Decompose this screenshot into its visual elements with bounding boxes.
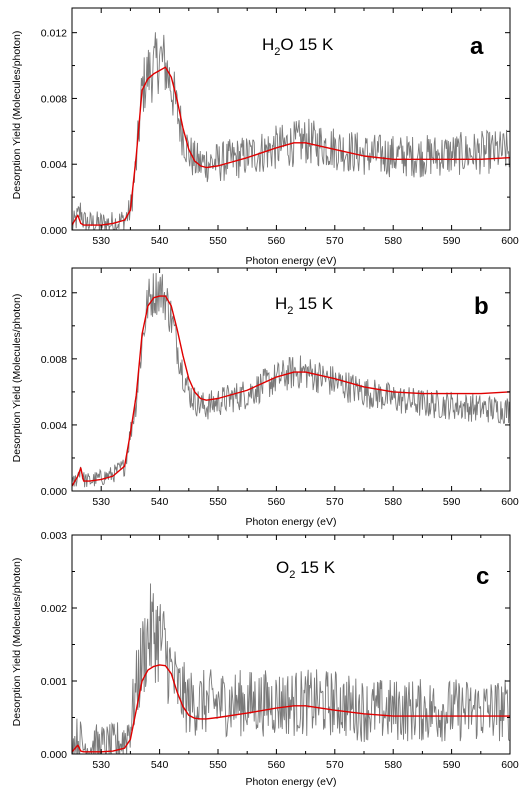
y-tick-label: 0.004 — [41, 420, 67, 432]
data-series-noisy — [72, 583, 510, 754]
annotation-subscript: 2 — [289, 569, 295, 581]
x-tick-label: 590 — [443, 759, 461, 771]
y-tick-label: 0.012 — [41, 288, 67, 300]
fit-curve — [72, 664, 510, 753]
x-tick-label: 540 — [151, 496, 169, 508]
x-tick-label: 530 — [92, 759, 110, 771]
plot-area — [72, 32, 510, 230]
x-tick-label: 530 — [92, 496, 110, 508]
plot-frame — [71, 267, 511, 492]
annotation-rest: 15 K — [293, 294, 333, 313]
x-tick-label: 550 — [209, 759, 227, 771]
y-tick-label: 0.008 — [41, 354, 67, 366]
y-axis-label: Desorption Yield (Molecules/photon) — [11, 294, 23, 463]
x-tick-label: 580 — [384, 759, 402, 771]
x-axis-label: Photon energy (eV) — [245, 776, 336, 788]
x-tick-label: 570 — [326, 235, 344, 247]
y-tick-label: 0.000 — [41, 749, 67, 761]
panel-letter: c — [476, 563, 489, 590]
annotation-species: H — [275, 294, 287, 313]
x-tick-label: 600 — [501, 759, 519, 771]
x-tick-label: 580 — [384, 496, 402, 508]
y-tick-label: 0.012 — [41, 28, 67, 40]
panel-letter: a — [470, 33, 484, 60]
y-tick-label: 0.008 — [41, 93, 67, 105]
data-series-noisy — [72, 32, 510, 230]
x-axis-label: Photon energy (eV) — [245, 255, 336, 267]
fit-curve — [72, 66, 510, 226]
x-tick-label: 540 — [151, 759, 169, 771]
y-tick-label: 0.002 — [41, 603, 67, 615]
annotation-species: O — [276, 558, 289, 577]
y-axis-label: Desorption Yield (Molecules/photon) — [11, 31, 23, 200]
x-tick-label: 560 — [268, 496, 286, 508]
annotation-species: H — [262, 35, 274, 54]
x-tick-label: 550 — [209, 496, 227, 508]
data-series-noisy — [72, 272, 510, 488]
y-tick-label: 0.001 — [41, 676, 67, 688]
x-tick-label: 580 — [384, 235, 402, 247]
panel-annotation: H2O 15 K — [262, 35, 334, 58]
x-tick-label: 590 — [443, 235, 461, 247]
x-tick-label: 560 — [268, 235, 286, 247]
annotation-rest: 15 K — [295, 558, 335, 577]
annotation-rest: O 15 K — [280, 35, 334, 54]
panel-a: Desorption Yield (Molecules/photon) Phot… — [11, 7, 519, 267]
y-tick-label: 0.000 — [41, 486, 67, 498]
plot-area — [72, 583, 510, 754]
y-tick-label: 0.003 — [41, 530, 67, 542]
panel-annotation: O2 15 K — [276, 558, 336, 581]
x-tick-label: 570 — [326, 496, 344, 508]
x-tick-label: 540 — [151, 235, 169, 247]
x-tick-label: 530 — [92, 235, 110, 247]
x-tick-label: 590 — [443, 496, 461, 508]
x-tick-label: 600 — [501, 235, 519, 247]
y-tick-label: 0.000 — [41, 225, 67, 237]
plot-area — [72, 272, 510, 488]
panel-letter: b — [474, 293, 489, 320]
fit-curve — [72, 295, 510, 487]
x-axis-label: Photon energy (eV) — [245, 516, 336, 528]
plot-frame — [71, 7, 511, 231]
panel-annotation: H2 15 K — [275, 294, 334, 317]
annotation-subscript: 2 — [287, 305, 293, 317]
x-tick-label: 570 — [326, 759, 344, 771]
x-tick-label: 550 — [209, 235, 227, 247]
panel-b: Desorption Yield (Molecules/photon) Phot… — [11, 267, 519, 528]
y-axis-label: Desorption Yield (Molecules/photon) — [11, 558, 23, 727]
y-tick-label: 0.004 — [41, 159, 67, 171]
panel-c: Desorption Yield (Molecules/photon) Phot… — [11, 530, 519, 788]
x-tick-label: 560 — [268, 759, 286, 771]
x-tick-label: 600 — [501, 496, 519, 508]
annotation-subscript: 2 — [274, 46, 280, 58]
